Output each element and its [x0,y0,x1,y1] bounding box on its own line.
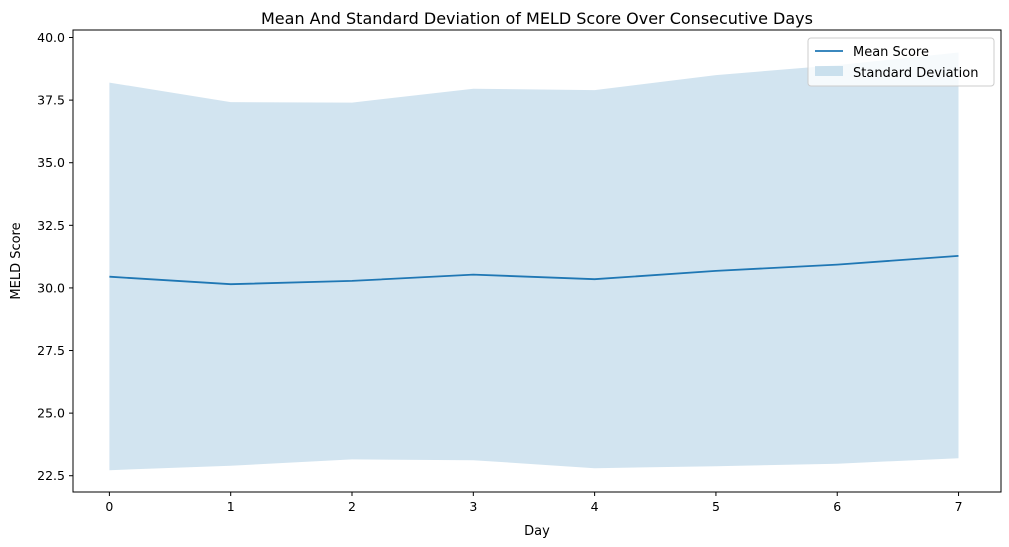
x-tick-label: 0 [105,499,113,514]
chart-title: Mean And Standard Deviation of MELD Scor… [261,9,813,28]
legend-label-mean-score: Mean Score [853,45,929,60]
legend-swatch-standard-deviation [815,66,843,76]
x-tick-label: 6 [833,499,841,514]
y-tick-label: 40.0 [37,30,65,45]
x-tick-label: 3 [469,499,477,514]
plot-area [109,52,959,471]
y-axis-label: MELD Score [9,222,24,299]
y-tick-label: 22.5 [37,468,65,483]
plot-frame [72,29,1002,493]
y-tick-label: 25.0 [37,406,65,421]
series-line-mean-score [109,255,959,286]
x-axis-label: Day [524,524,550,539]
legend-label-standard-deviation: Standard Deviation [853,66,978,81]
y-tick-label: 30.0 [37,280,65,295]
x-tick-label: 2 [348,499,356,514]
x-tick-label: 4 [591,499,599,514]
x-tick-label: 5 [712,499,720,514]
x-axis: 0 1 2 3 4 5 6 7 [105,492,963,514]
legend: Mean Score Standard Deviation [807,37,995,87]
x-tick-label: 7 [955,499,963,514]
legend-box [807,37,995,87]
y-tick-label: 32.5 [37,218,65,233]
y-axis: 22.5 25.0 27.5 30.0 32.5 35.0 37.5 40.0 [37,30,73,483]
y-tick-label: 27.5 [37,343,65,358]
series-band-standard-deviation [109,52,959,471]
y-tick-label: 35.0 [37,155,65,170]
x-tick-label: 1 [227,499,235,514]
y-tick-label: 37.5 [37,93,65,108]
